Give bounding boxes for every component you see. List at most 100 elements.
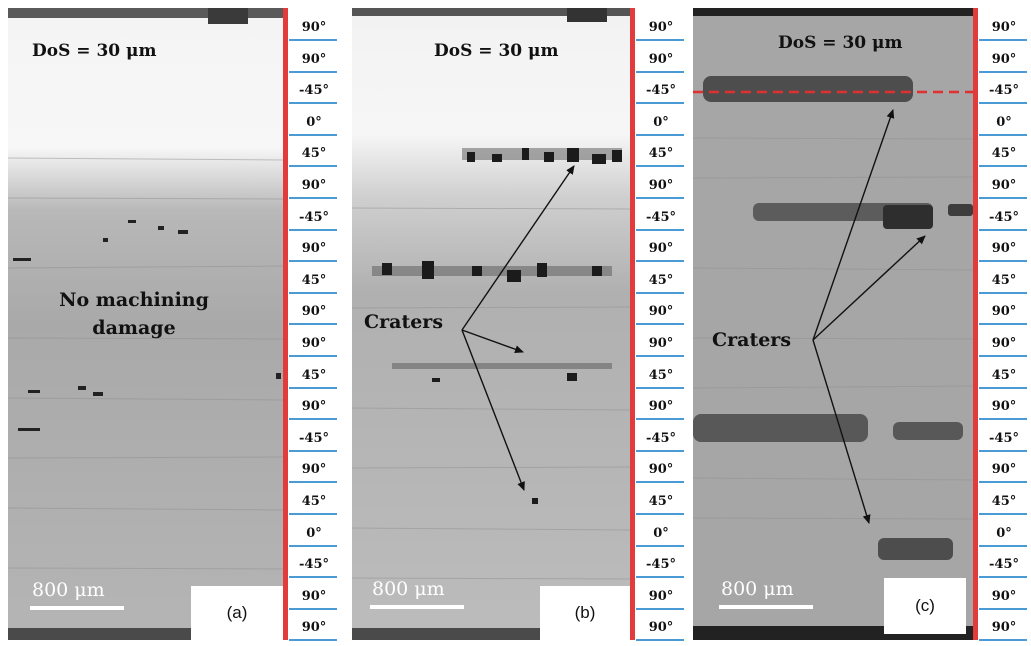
ply-boundary-tick xyxy=(979,165,1027,168)
annotation-line-1: No machining xyxy=(59,289,209,311)
ply-boundary-tick xyxy=(979,607,1027,610)
ply-angle-label: 90° xyxy=(991,178,1017,193)
ply-angle-label: 90° xyxy=(301,51,327,67)
ply-angle-label: -45° xyxy=(646,430,676,446)
ply-angle-label: 0° xyxy=(653,114,669,130)
ply-angle-label: 45° xyxy=(301,494,327,509)
ply-boundary-tick xyxy=(979,323,1027,326)
layup-ruler-b: 90° 90° -45° 0° 45° 90° -45° 90° 45° 90° 90° 45° 90°… xyxy=(630,8,688,642)
ply-angle-label: 90° xyxy=(648,620,674,636)
ply-angle-label: 90° xyxy=(991,336,1017,351)
ply-boundary-tick xyxy=(289,418,337,421)
ply-angle-label: 90° xyxy=(301,336,327,351)
ply-boundary-tick xyxy=(636,481,684,484)
ply-angle-label: -45° xyxy=(989,209,1019,225)
ply-boundary-tick xyxy=(979,260,1027,263)
ply-boundary-tick xyxy=(979,418,1027,421)
ply-boundary-tick xyxy=(979,197,1027,199)
ply-boundary-tick xyxy=(636,197,684,199)
ply-boundary-tick xyxy=(979,102,1027,105)
ply-boundary-tick xyxy=(979,639,1027,642)
ply-angle-label: 90° xyxy=(301,620,327,636)
ply-boundary-tick xyxy=(636,544,684,547)
ply-boundary-tick xyxy=(289,386,337,389)
ply-boundary-tick xyxy=(636,513,684,515)
scale-bar-b xyxy=(370,605,464,609)
ply-angle-label: 90° xyxy=(991,588,1017,604)
ply-boundary-tick xyxy=(636,133,684,136)
ply-angle-label: 45° xyxy=(648,146,674,162)
ply-angle-label: 90° xyxy=(301,178,327,193)
ply-boundary-tick xyxy=(289,197,337,199)
ply-boundary-tick xyxy=(289,70,337,73)
ply-boundary-tick xyxy=(636,386,684,389)
ply-angle-label: -45° xyxy=(646,83,676,99)
annotation-craters-b: Craters xyxy=(364,311,444,333)
ply-boundary-tick xyxy=(289,607,337,610)
micrograph-image-a xyxy=(8,8,283,640)
ply-angle-label: 90° xyxy=(648,20,674,35)
ply-boundary-tick xyxy=(979,449,1027,452)
arrow-c-3 xyxy=(812,339,871,524)
ply-angle-label: 0° xyxy=(306,525,322,541)
ply-angle-label: 90° xyxy=(991,304,1017,320)
ply-angle-label: 0° xyxy=(653,525,669,541)
arrow-b-2 xyxy=(461,329,524,354)
ply-angle-label: 90° xyxy=(648,178,674,193)
ply-angle-label: 90° xyxy=(301,588,327,604)
scale-bar-a xyxy=(30,606,124,610)
ply-boundary-tick xyxy=(289,39,337,41)
ply-boundary-tick xyxy=(636,70,684,73)
ply-boundary-tick xyxy=(979,544,1027,547)
ply-angle-label: -45° xyxy=(299,430,329,446)
panel-label-a: (a) xyxy=(191,586,283,640)
ply-angle-label: 90° xyxy=(301,20,327,35)
ply-angle-label: 90° xyxy=(301,399,327,415)
ply-boundary-tick xyxy=(636,449,684,452)
ply-boundary-tick xyxy=(979,386,1027,389)
ply-boundary-tick xyxy=(979,39,1027,41)
ply-boundary-tick xyxy=(289,260,337,263)
ply-boundary-tick xyxy=(289,133,337,136)
ply-boundary-tick xyxy=(289,544,337,547)
ply-boundary-tick xyxy=(289,102,337,105)
ply-boundary-tick xyxy=(289,291,337,294)
scale-bar-label-b: 800 μm xyxy=(372,578,445,600)
ply-boundary-tick xyxy=(289,323,337,326)
ply-angle-label: 45° xyxy=(648,272,674,288)
ply-angle-label: 45° xyxy=(991,367,1017,383)
ply-angle-label: -45° xyxy=(299,209,329,225)
scale-bar-c xyxy=(719,605,813,609)
ply-boundary-tick xyxy=(636,323,684,326)
ply-boundary-tick xyxy=(636,576,684,579)
ply-angle-label: 45° xyxy=(991,272,1017,288)
ply-boundary-tick xyxy=(289,513,337,515)
panel-label-b: (b) xyxy=(540,586,630,640)
annotation-line-2: damage xyxy=(92,317,176,339)
ply-angle-label: 45° xyxy=(991,146,1017,162)
arrow-c-1 xyxy=(812,109,895,341)
dos-label-a: DoS = 30 μm xyxy=(32,41,157,61)
ply-boundary-tick xyxy=(979,355,1027,357)
ply-boundary-tick xyxy=(636,39,684,41)
arrow-b-1 xyxy=(461,165,575,331)
ply-angle-label: -45° xyxy=(989,557,1019,573)
ply-boundary-tick xyxy=(979,228,1027,231)
ply-boundary-tick xyxy=(636,291,684,294)
ply-boundary-tick xyxy=(636,355,684,357)
ply-angle-label: 90° xyxy=(648,588,674,604)
ply-angle-label: 45° xyxy=(991,494,1017,509)
ply-angle-label: 90° xyxy=(648,336,674,351)
ply-boundary-tick xyxy=(289,576,337,579)
ply-boundary-tick xyxy=(979,291,1027,294)
ply-angle-label: 90° xyxy=(301,462,327,478)
ply-angle-label: 90° xyxy=(648,51,674,67)
ply-angle-label: 90° xyxy=(301,304,327,320)
micrograph-image-b xyxy=(352,8,630,640)
ply-boundary-tick xyxy=(289,355,337,357)
ply-angle-label: -45° xyxy=(989,83,1019,99)
layup-ruler-c: 90° 90° -45° 0° 45° 90° -45° 90° 45° 90° 90° 45° 90°… xyxy=(973,8,1031,642)
ply-boundary-tick xyxy=(636,639,684,642)
ply-angle-label: 0° xyxy=(996,114,1012,130)
ply-angle-label: 45° xyxy=(301,367,327,383)
